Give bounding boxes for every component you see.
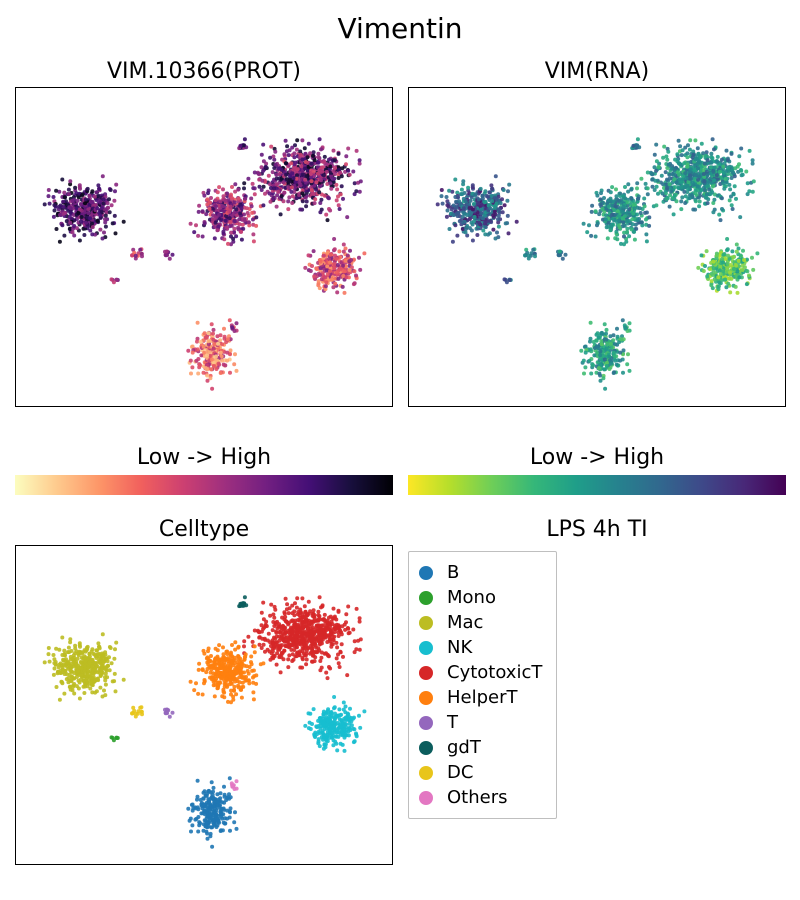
scatter-rna [409, 88, 786, 407]
legend-label: Mono [447, 585, 496, 610]
legend-item: CytotoxicT [419, 660, 542, 685]
colorbar-label-left: Low -> High [15, 445, 393, 470]
colorbar-viridis [408, 475, 786, 495]
legend-label: CytotoxicT [447, 660, 542, 685]
legend-item: B [419, 560, 542, 585]
legend-label: T [447, 710, 458, 735]
colorbar-label-right: Low -> High [408, 445, 786, 470]
legend-box: BMonoMacNKCytotoxicTHelperTTgdTDCOthers [408, 551, 557, 819]
panel-top-left [15, 87, 393, 407]
legend-marker-b [419, 566, 433, 580]
legend-item: T [419, 710, 542, 735]
panel-top-right [408, 87, 786, 407]
panel-top-right-title: VIM(RNA) [408, 59, 786, 84]
main-title: Vimentin [0, 12, 800, 45]
legend-item: HelperT [419, 685, 542, 710]
legend-marker-cytotoxict [419, 666, 433, 680]
legend-marker-helpert [419, 691, 433, 705]
legend-marker-t [419, 716, 433, 730]
panel-bottom-right-title: LPS 4h TI [408, 517, 786, 542]
legend-marker-dc [419, 766, 433, 780]
legend-item: Others [419, 785, 542, 810]
legend-item: gdT [419, 735, 542, 760]
panel-top-left-title: VIM.10366(PROT) [15, 59, 393, 84]
legend-item: DC [419, 760, 542, 785]
legend-label: gdT [447, 735, 481, 760]
legend-label: DC [447, 760, 473, 785]
legend-marker-nk [419, 641, 433, 655]
colorbar-magma [15, 475, 393, 495]
legend-label: HelperT [447, 685, 518, 710]
scatter-celltype [16, 546, 393, 865]
legend-label: Others [447, 785, 508, 810]
legend-marker-others [419, 791, 433, 805]
panel-bottom-left [15, 545, 393, 865]
scatter-prot [16, 88, 393, 407]
legend-label: NK [447, 635, 472, 660]
legend-item: Mono [419, 585, 542, 610]
legend-item: Mac [419, 610, 542, 635]
legend-label: Mac [447, 610, 483, 635]
legend-marker-mac [419, 616, 433, 630]
legend-label: B [447, 560, 459, 585]
legend-item: NK [419, 635, 542, 660]
legend-marker-gdt [419, 741, 433, 755]
legend-marker-mono [419, 591, 433, 605]
panel-bottom-left-title: Celltype [15, 517, 393, 542]
